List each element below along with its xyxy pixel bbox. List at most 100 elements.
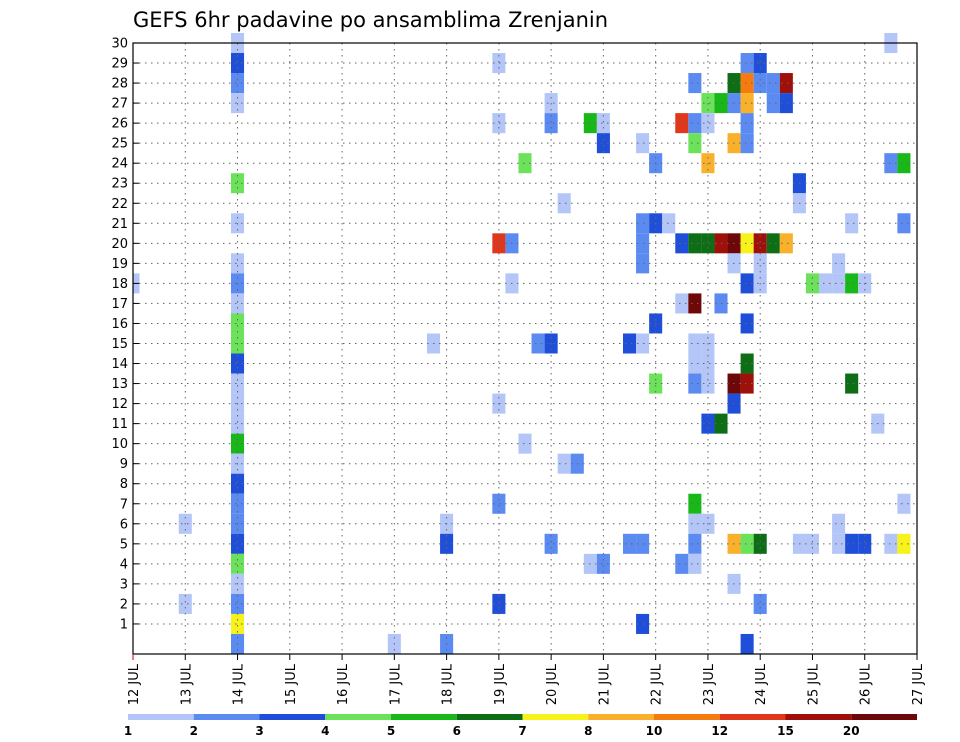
y-tick-label: 22 [111, 197, 128, 212]
colorbar-segment [193, 714, 260, 720]
y-tick-label: 18 [111, 277, 128, 292]
heatmap-cell [740, 353, 754, 374]
heatmap-cell [675, 233, 689, 254]
heatmap-cell [897, 213, 911, 234]
y-axis-ticks: 1234567891011121314151617181920212223242… [111, 37, 139, 632]
y-tick-label: 30 [111, 37, 128, 52]
colorbar-label: 15 [777, 724, 794, 738]
y-tick-label: 17 [111, 297, 128, 312]
heatmap-cell [845, 273, 859, 294]
heatmap-cell [740, 273, 754, 294]
heatmap-cell [897, 493, 911, 514]
y-tick-label: 20 [111, 237, 128, 252]
heatmap-cell [636, 333, 650, 354]
heatmap-cell [753, 233, 767, 254]
x-tick-label: 23 JUL [702, 663, 717, 705]
heatmap-cell [688, 233, 702, 254]
heatmap-cell [753, 73, 767, 94]
grid-lines [133, 42, 917, 654]
x-tick-label: 18 JUL [441, 663, 456, 705]
heatmap-cell [492, 233, 506, 254]
heatmap-cell [231, 533, 245, 554]
y-tick-label: 29 [111, 57, 128, 72]
heatmap-cell [832, 253, 846, 274]
heatmap-cell [531, 333, 545, 354]
heatmap-cell [231, 413, 245, 434]
plot-frame [132, 42, 918, 655]
colorbar-label: 20 [843, 724, 860, 738]
heatmap-cell [688, 493, 702, 514]
heatmap-cell [231, 493, 245, 514]
colorbar-segment [719, 714, 786, 720]
heatmap-cell [740, 113, 754, 134]
heatmap-cell [897, 533, 911, 554]
heatmap-cell [492, 113, 506, 134]
heatmap-cell [675, 113, 689, 134]
heatmap-cell [675, 293, 689, 314]
heatmap-cell [688, 553, 702, 574]
heatmap-cell [636, 613, 650, 634]
y-tick-label: 3 [120, 577, 128, 592]
heatmap-cell [596, 553, 610, 574]
x-tick-label: 13 JUL [179, 663, 194, 705]
heatmap-cell [518, 153, 532, 174]
heatmap-cell [832, 533, 846, 554]
heatmap-cell [231, 593, 245, 614]
y-tick-label: 15 [111, 337, 128, 352]
heatmap-cell [596, 113, 610, 134]
colorbar-segment [851, 714, 917, 720]
heatmap-cell [688, 373, 702, 394]
colorbar-label: 8 [584, 724, 592, 738]
colorbar-segment [128, 714, 194, 720]
heatmap-cell [518, 433, 532, 454]
heatmap-cell [688, 353, 702, 374]
heatmap-cell [231, 553, 245, 574]
colorbar-segment [522, 714, 589, 720]
heatmap-cell [557, 453, 571, 474]
heatmap-cell [231, 473, 245, 494]
heatmap-cell [779, 233, 793, 254]
heatmap-cell [557, 193, 571, 214]
y-tick-label: 24 [111, 157, 128, 172]
colorbar-label: 4 [321, 724, 329, 738]
heatmap-cell [766, 73, 780, 94]
heatmap-cell [740, 73, 754, 94]
x-tick-label: 14 JUL [232, 663, 247, 705]
y-tick-label: 12 [111, 397, 128, 412]
y-tick-label: 5 [120, 537, 128, 552]
heatmap-cell [740, 633, 754, 654]
colorbar-segment [456, 714, 523, 720]
heatmap-cell [492, 593, 506, 614]
y-tick-label: 8 [120, 477, 128, 492]
heatmap-cell [740, 233, 754, 254]
colorbar-label: 2 [190, 724, 198, 738]
y-tick-label: 26 [111, 117, 128, 132]
y-tick-label: 6 [120, 517, 128, 532]
heatmap-cell [819, 273, 833, 294]
heatmap-cell [740, 533, 754, 554]
heatmap-cell [231, 313, 245, 334]
y-tick-label: 9 [120, 457, 128, 472]
y-tick-label: 21 [111, 217, 128, 232]
y-tick-label: 25 [111, 137, 128, 152]
heatmap-cell [701, 233, 715, 254]
y-tick-label: 19 [111, 257, 128, 272]
heatmap-cell [740, 373, 754, 394]
heatmap-cell [231, 53, 245, 74]
heatmap-cell [178, 593, 192, 614]
heatmap-cell [623, 333, 637, 354]
heatmap-cell [832, 513, 846, 534]
heatmap-cell [753, 533, 767, 554]
heatmap-cell [832, 273, 846, 294]
heatmap-cell [884, 153, 898, 174]
heatmap-cell [766, 93, 780, 114]
colorbar-label: 6 [453, 724, 461, 738]
heatmap-cell [636, 533, 650, 554]
heatmap-cell [845, 213, 859, 234]
heatmap-cell [701, 353, 715, 374]
heatmap-cell [779, 93, 793, 114]
colorbar-segment [259, 714, 326, 720]
heatmap-cell [662, 213, 676, 234]
heatmap-cells [133, 32, 911, 654]
x-tick-label: 17 JUL [388, 663, 403, 705]
